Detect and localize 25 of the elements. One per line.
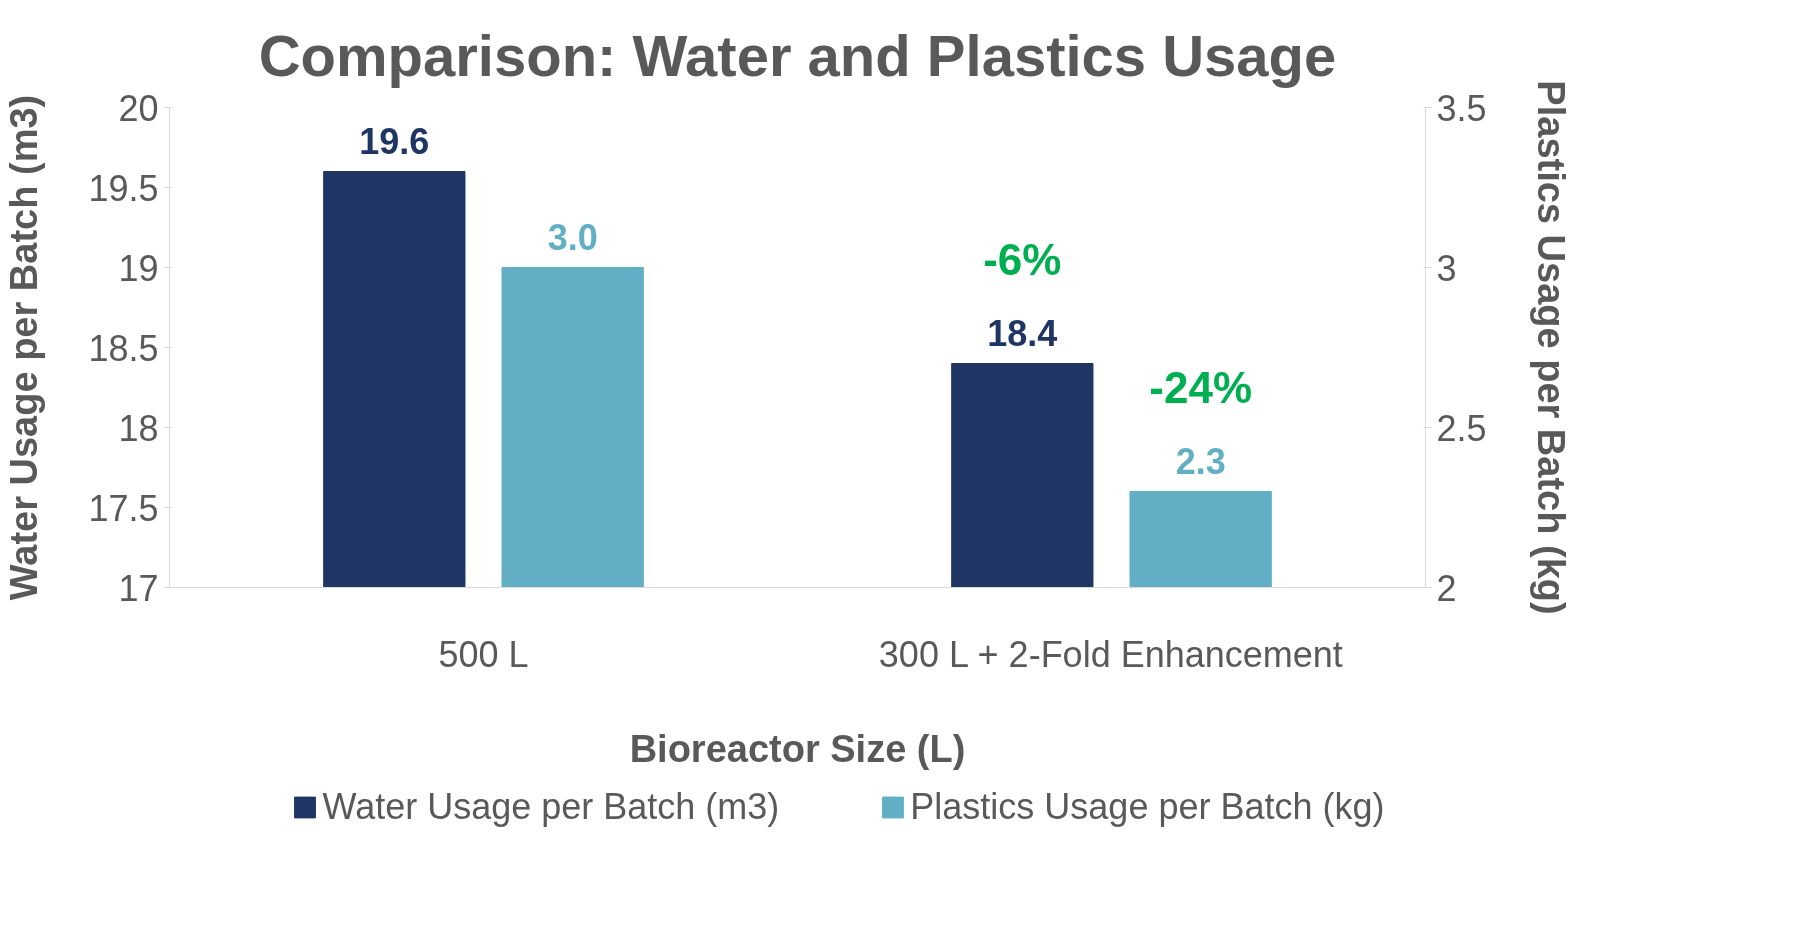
x-tick-label: 300 L + 2-Fold Enhancement — [878, 633, 1343, 675]
data-label: 3.0 — [547, 216, 598, 258]
annotation: -6% — [983, 234, 1062, 284]
y-tick-label: 19 — [118, 247, 159, 289]
y2-axis-title: Plastics Usage per Batch (kg) — [1529, 80, 1572, 615]
y-tick-label: 17 — [118, 567, 159, 609]
y-tick-label: 18 — [118, 407, 159, 449]
y2-tick-label: 2.5 — [1436, 407, 1487, 449]
annotation: -24% — [1149, 362, 1253, 412]
data-label: 19.6 — [359, 120, 430, 162]
y2-tick-label: 2 — [1436, 567, 1457, 609]
data-label: 2.3 — [1175, 440, 1226, 482]
y-tick-label: 18.5 — [88, 327, 159, 369]
y-tick-label: 19.5 — [88, 167, 159, 209]
x-axis-title: Bioreactor Size (L) — [629, 727, 966, 770]
x-tick-label: 500 L — [438, 633, 529, 675]
y2-tick-label: 3 — [1436, 247, 1457, 289]
legend-label: Plastics Usage per Batch (kg) — [910, 786, 1385, 828]
y-tick-label: 20 — [118, 87, 159, 129]
chart-title: Comparison: Water and Plastics Usage — [258, 22, 1337, 88]
legend-label: Water Usage per Batch (m3) — [322, 786, 780, 828]
data-label: 18.4 — [987, 312, 1058, 354]
y2-tick-label: 3.5 — [1436, 87, 1487, 129]
y-axis-title: Water Usage per Batch (m3) — [3, 94, 46, 601]
y-tick-label: 17.5 — [88, 487, 159, 529]
